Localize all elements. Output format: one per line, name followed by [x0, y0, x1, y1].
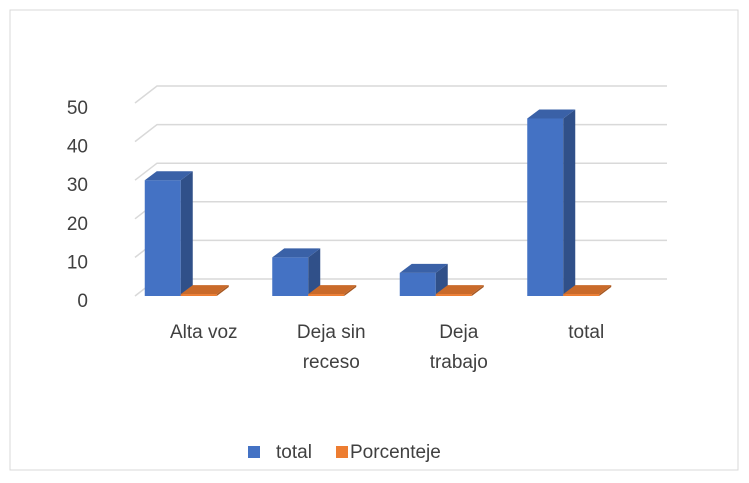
bar	[272, 248, 321, 296]
bar-side	[344, 285, 357, 296]
bar	[180, 285, 229, 296]
bar-side	[563, 109, 576, 296]
bar-front	[308, 294, 345, 296]
x-tick-label: total	[568, 322, 604, 343]
bar-side	[216, 285, 229, 296]
bar-top	[308, 285, 357, 295]
legend-swatch	[336, 446, 348, 458]
grid-line	[134, 123, 667, 143]
bar	[435, 285, 484, 296]
bar-front	[527, 118, 564, 296]
bar	[527, 109, 576, 296]
bar-front	[435, 294, 472, 296]
bar	[144, 171, 193, 296]
bar-top	[399, 263, 448, 273]
bar-side	[308, 248, 321, 296]
y-tick-label: 20	[67, 214, 88, 235]
bar-front	[144, 180, 181, 296]
y-tick-label: 40	[67, 137, 88, 158]
bar-top	[144, 171, 193, 181]
bar-side	[599, 285, 612, 296]
y-tick-label: 30	[67, 175, 88, 196]
x-tick-label: Deja sin receso	[297, 322, 366, 373]
legend-swatch	[248, 446, 260, 458]
legend-label: Porcenteje	[350, 442, 441, 463]
bar-side	[180, 171, 193, 296]
legend-label: total	[276, 442, 312, 463]
bar	[563, 285, 612, 296]
bar-front	[180, 294, 217, 296]
x-tick-label: Alta voz	[170, 322, 238, 343]
bar	[308, 285, 357, 296]
bar-top	[435, 285, 484, 295]
bar	[399, 263, 448, 296]
y-tick-label: 10	[67, 252, 88, 273]
grid-line	[134, 85, 667, 104]
bar-top	[272, 248, 321, 258]
bar-top	[527, 109, 576, 119]
y-tick-label: 0	[77, 291, 88, 312]
y-tick-label: 50	[67, 98, 88, 119]
bar-top	[563, 285, 612, 295]
bar-front	[399, 272, 436, 296]
bar-front	[563, 294, 600, 296]
bar-side	[471, 285, 484, 296]
bar-top	[180, 285, 229, 295]
bar-front	[272, 257, 309, 296]
grid-line	[134, 162, 667, 181]
x-tick-label: Deja trabajo	[430, 322, 488, 373]
